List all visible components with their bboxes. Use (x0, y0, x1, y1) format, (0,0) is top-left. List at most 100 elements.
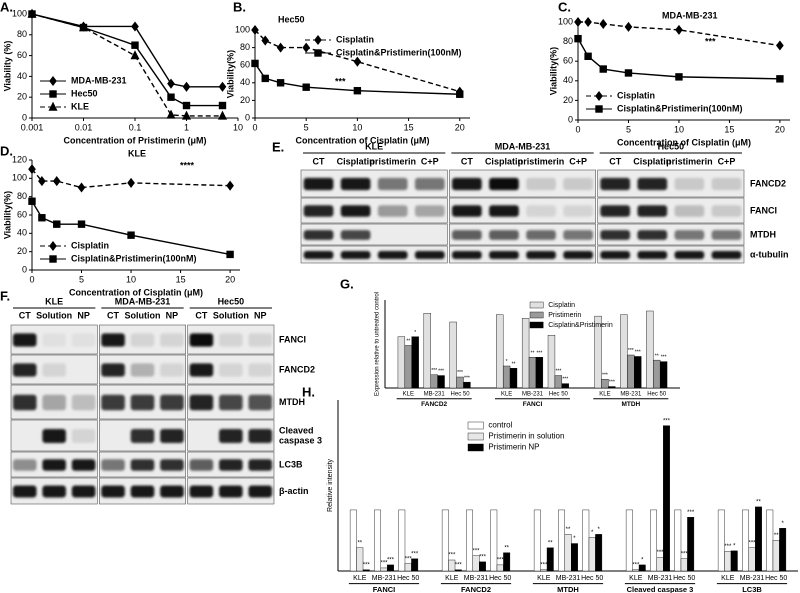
blot-band (71, 394, 96, 411)
x-tick-label: KLE (599, 392, 610, 398)
significance: ** (531, 350, 535, 356)
marker (624, 21, 633, 32)
marker (226, 250, 234, 259)
marker (27, 8, 37, 18)
bar (374, 509, 381, 572)
blot-band (248, 459, 273, 471)
row-label: FANCD2 (279, 364, 315, 374)
marker (353, 87, 362, 95)
marker (78, 22, 89, 32)
x-tick-label: KLE (629, 575, 643, 582)
blot-band (452, 205, 482, 217)
bar (620, 314, 628, 389)
blot-band (130, 394, 155, 411)
bar (387, 564, 394, 572)
lane-label: Cisplatin (337, 156, 375, 166)
panel-label: C. (558, 0, 571, 14)
y-tick-label: 40 (563, 75, 573, 85)
bar (423, 313, 431, 389)
significance: *** (687, 510, 695, 516)
row-label: LC3B (279, 459, 303, 469)
bar (535, 357, 544, 389)
legend-label: Hec50 (71, 88, 98, 98)
significance: * (781, 521, 784, 527)
legend-marker (595, 105, 603, 113)
legend-label: Cisplatin&Pristimerin (548, 322, 613, 329)
blot-band (303, 205, 334, 217)
blot-band (219, 363, 243, 377)
marker (166, 109, 176, 119)
marker (226, 180, 234, 191)
blot-band (526, 177, 556, 191)
marker (276, 79, 285, 87)
marker (167, 93, 175, 101)
blot-band (637, 230, 668, 240)
blot-band (303, 177, 334, 191)
x-tick-label: Hec 50 (451, 392, 471, 398)
x-tick-label: 0.1 (129, 122, 142, 132)
blot-band (600, 205, 631, 217)
legend-label: Pristimerin (548, 312, 581, 319)
blot-band (130, 459, 155, 471)
x-tick-label: 20 (775, 124, 785, 134)
x-tick-label: 5 (626, 124, 631, 134)
row-label: β-actin (279, 486, 309, 496)
blot-band (42, 394, 66, 411)
panel-label: A. (0, 0, 13, 14)
panel-label: B. (233, 0, 246, 14)
x-tick-label: KLE (721, 575, 735, 582)
blot-band (219, 333, 243, 347)
x-tick-label: 20 (225, 274, 235, 284)
legend-swatch (467, 421, 484, 430)
x-tick-label: 15 (404, 122, 414, 132)
blot-band (526, 251, 556, 259)
x-tick-label: Hec 50 (581, 575, 603, 582)
blot-band (12, 333, 37, 347)
marker (167, 78, 175, 89)
legend-label: MDA-MB-231 (71, 75, 127, 85)
marker (261, 74, 269, 83)
x-tick-label: 20 (455, 122, 465, 132)
blot-band (340, 251, 371, 259)
blot-strip (300, 245, 448, 264)
significance: ** (566, 527, 571, 533)
blot-band (303, 230, 334, 240)
bar (547, 335, 556, 389)
bar (463, 381, 471, 389)
blot-band (101, 333, 125, 347)
bar (502, 365, 511, 389)
bar (594, 315, 602, 389)
blot-strip (597, 223, 745, 246)
series-line (31, 13, 223, 107)
significance: *** (681, 551, 689, 557)
x-tick-label: Hec 50 (549, 392, 569, 398)
blot-band (42, 428, 66, 444)
series-line (31, 13, 223, 117)
cell-line-label: KLE (365, 141, 383, 151)
bar (456, 376, 464, 389)
bar (674, 509, 682, 572)
y-tick-label: 60 (240, 60, 250, 70)
legend-marker (49, 90, 57, 98)
cell-line-label: MDA-MB-231 (495, 141, 551, 151)
bar (554, 375, 563, 389)
bar (430, 374, 438, 389)
y-tick-label: 80 (17, 191, 27, 201)
blot-band (248, 428, 273, 444)
bar (546, 547, 554, 572)
significance: *** (748, 540, 756, 546)
significance: *** (455, 562, 463, 568)
significance: ** (512, 361, 516, 367)
significance: *** (724, 544, 732, 550)
significance: ** (655, 353, 659, 359)
y-tick-label: 80 (240, 42, 250, 52)
blot-band (526, 230, 556, 240)
blot-band (101, 363, 125, 377)
blot-strip (449, 223, 596, 246)
significance: ** (357, 540, 362, 546)
legend-label: Cisplatin (617, 90, 655, 100)
significance: * (414, 330, 416, 336)
lane-label: CT (19, 310, 31, 320)
blot-band (637, 205, 668, 217)
x-tick-label: 10 (126, 274, 136, 284)
